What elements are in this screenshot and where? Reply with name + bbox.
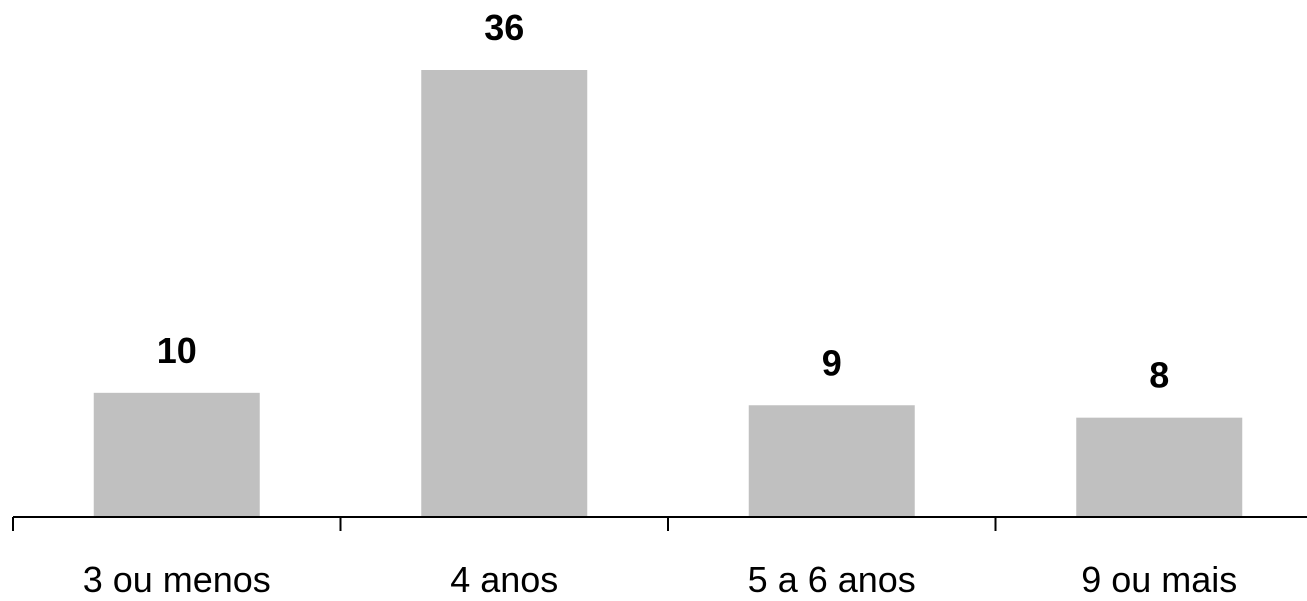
value-labels-group: 10 36 9 8 <box>157 7 1170 396</box>
bar-value-label: 10 <box>157 330 197 371</box>
bar-value-label: 9 <box>822 342 842 383</box>
bar <box>1076 417 1243 517</box>
x-tick-label: 9 ou mais <box>1081 559 1237 600</box>
bars-group <box>93 70 1243 517</box>
x-axis-ticks-group <box>12 517 997 531</box>
x-tick-label: 3 ou menos <box>83 559 271 600</box>
bar <box>93 392 260 517</box>
x-tick-label: 5 a 6 anos <box>748 559 916 600</box>
x-tick-labels-group: 3 ou menos 4 anos 5 a 6 anos 9 ou mais <box>83 559 1238 600</box>
bar-value-label: 8 <box>1149 355 1169 396</box>
x-tick-label: 4 anos <box>450 559 558 600</box>
bar <box>421 70 588 517</box>
bar-value-label: 36 <box>484 7 524 48</box>
bar <box>748 405 915 517</box>
